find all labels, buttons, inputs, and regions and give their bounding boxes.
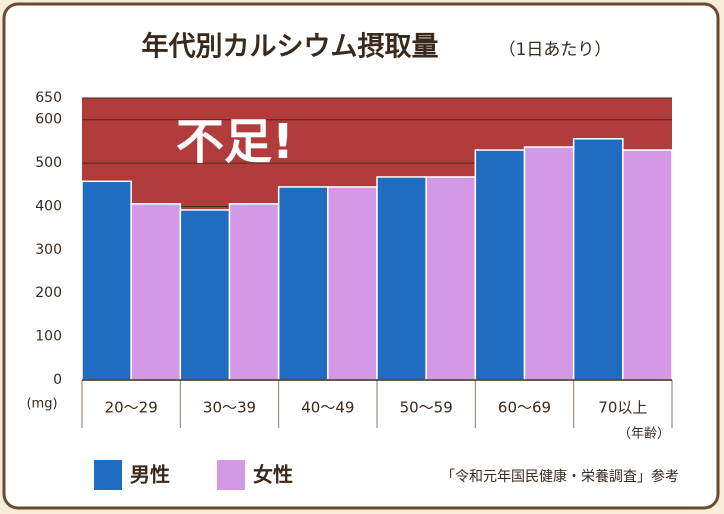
x-tick-label: 50～59 (400, 399, 453, 417)
chart-subtitle: （1日あたり） (499, 40, 612, 60)
annotation: 不足! (176, 114, 294, 170)
x-tick-label: 60～69 (498, 399, 551, 417)
bar (376, 176, 427, 381)
y-tick-label: 200 (35, 285, 62, 301)
bar (228, 203, 280, 381)
bar (327, 186, 378, 381)
y-tick-label: 0 (53, 372, 62, 388)
bar (130, 203, 182, 381)
bar (474, 149, 526, 381)
legend-label: 男性 (130, 463, 170, 487)
x-tick-label: 40～49 (301, 399, 354, 417)
y-tick-label: 300 (35, 242, 62, 258)
source-note: 「令和元年国民健康・栄養調査」参考 (441, 468, 679, 485)
bar (572, 138, 624, 381)
bar (523, 146, 575, 381)
x-tick-label: 70以上 (598, 399, 647, 417)
y-tick-label: 500 (35, 155, 62, 171)
bar (425, 176, 477, 381)
legend-swatch (217, 460, 245, 490)
y-tick-label: 650 (35, 90, 62, 106)
y-unit: (mg) (26, 397, 57, 412)
legend-swatch (94, 460, 122, 490)
bar (81, 180, 132, 381)
x-unit: （年齢） (618, 427, 670, 442)
chart-title: 年代別カルシウム摂取量 (142, 31, 439, 63)
x-tick-label: 20～29 (105, 399, 158, 417)
legend-label: 女性 (253, 463, 293, 487)
bar (277, 186, 329, 381)
y-tick-label: 600 (35, 112, 62, 128)
bar (179, 209, 231, 381)
bar (622, 149, 673, 381)
y-tick-label: 100 (35, 329, 62, 345)
y-tick-label: 400 (35, 198, 62, 214)
x-tick-label: 30～39 (203, 399, 256, 417)
